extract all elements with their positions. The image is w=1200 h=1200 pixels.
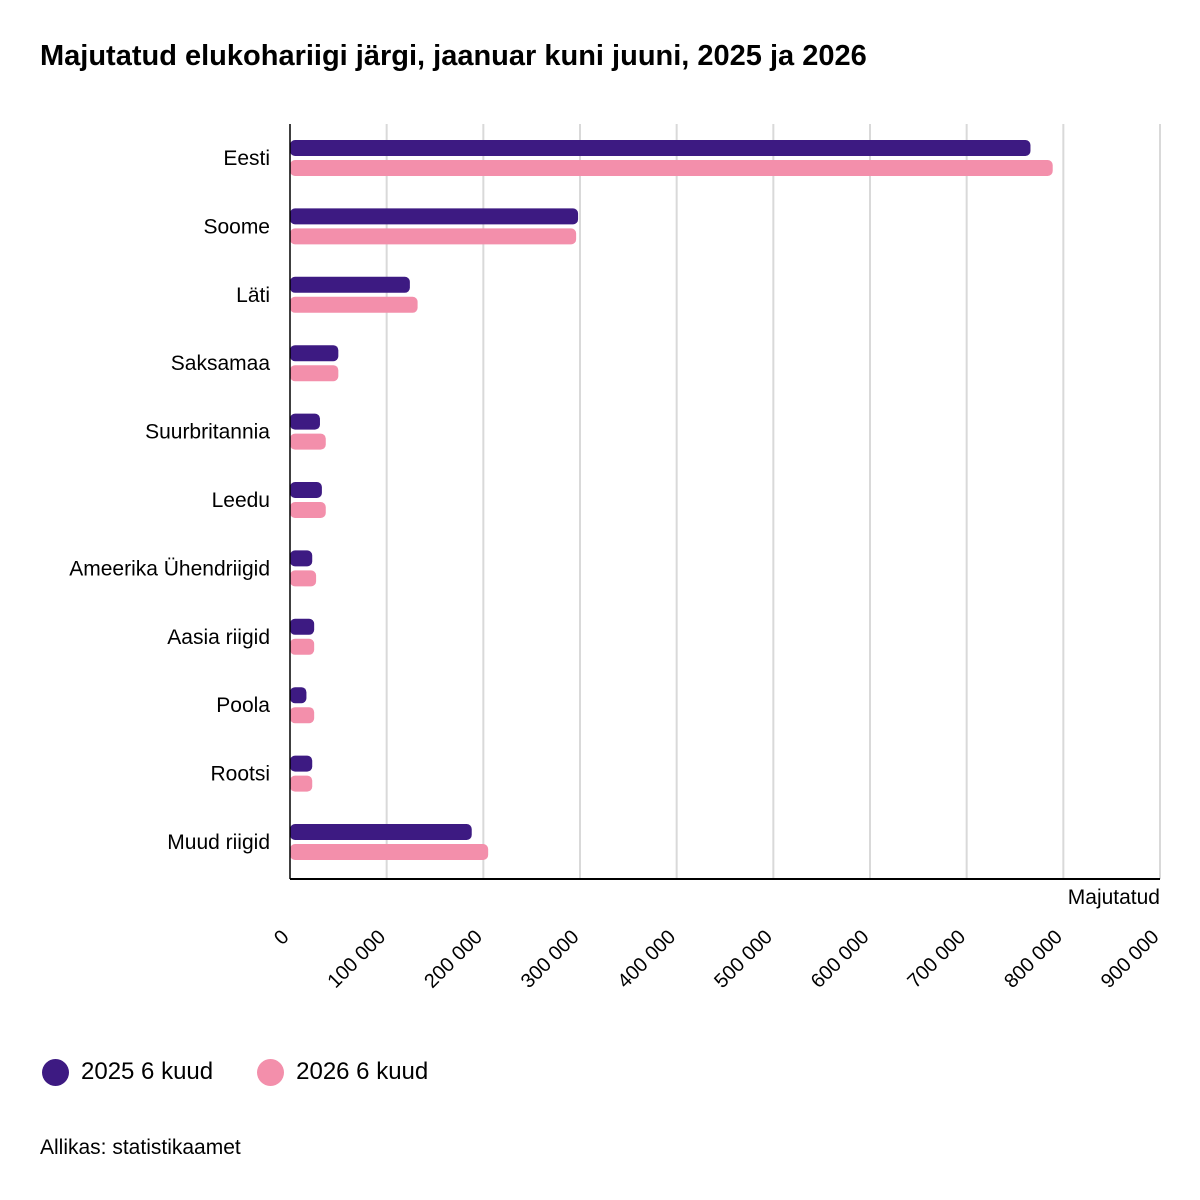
x-tick-label: 900 000 [1097,926,1164,993]
legend-swatch-2025 [42,1058,69,1086]
bar-2025 [290,755,313,772]
source-note: Allikas: statistikaamet [40,1136,241,1159]
x-tick-label: 100 000 [324,926,391,993]
bar-chart: Eesti Soome Läti Saksamaa Suurbritannia Leedu… [69,124,1164,993]
bar-2026 [290,707,315,724]
bar-2026 [290,296,418,313]
bar-2026 [290,365,339,382]
category-label: Aasia riigid [167,626,270,649]
bar-2026 [290,638,315,655]
bar-2025 [290,482,322,498]
category-label: Rootsi [210,763,270,786]
chart-title: Majutatud elukohariigi järgi, jaanuar ku… [40,40,867,72]
category-label: Soome [203,215,270,238]
x-tick-label: 700 000 [904,926,971,993]
x-tick-label: 800 000 [1000,926,1067,993]
category-label: Saksamaa [171,352,271,375]
bar-2026 [290,844,489,860]
bar-2025 [290,276,410,293]
x-tick-label: 300 000 [517,926,584,993]
category-label: Poola [216,694,270,717]
legend-item-2026[interactable]: 2026 6 kuud [257,1058,428,1086]
bar-2025 [290,550,313,567]
bar-2026 [290,433,326,450]
category-label: Ameerika Ühendriigid [69,557,270,580]
bar-2025 [290,140,1031,156]
x-tick-label: 600 000 [807,926,874,993]
bar-2025 [290,824,472,840]
x-tick-label: 0 [270,926,293,949]
x-tick-label: 400 000 [614,926,681,993]
bar-2025 [290,208,579,225]
legend-label-2025: 2025 6 kuud [81,1058,214,1085]
bar-2025 [290,618,315,635]
x-tick-label: 200 000 [420,926,487,993]
bar-2026 [290,502,326,518]
bar-2026 [290,775,313,792]
category-label: Leedu [212,489,270,512]
bar-2025 [290,345,339,362]
bar-2026 [290,570,317,587]
legend-swatch-2026 [257,1058,285,1086]
bar-2026 [290,228,577,245]
legend-item-2025[interactable]: 2025 6 kuud [42,1058,213,1086]
x-axis-title: Majutatud [1067,886,1160,909]
bar-2026 [290,160,1053,176]
legend: 2025 6 kuud 2026 6 kuud [42,1058,428,1086]
category-label: Muud riigid [167,831,270,854]
category-label: Suurbritannia [145,421,270,444]
bar-2025 [290,413,320,430]
x-tick-label: 500 000 [710,926,777,993]
legend-label-2026: 2026 6 kuud [296,1058,429,1085]
category-label: Eesti [223,147,270,170]
bar-2025 [290,687,307,704]
category-label: Läti [236,284,270,307]
